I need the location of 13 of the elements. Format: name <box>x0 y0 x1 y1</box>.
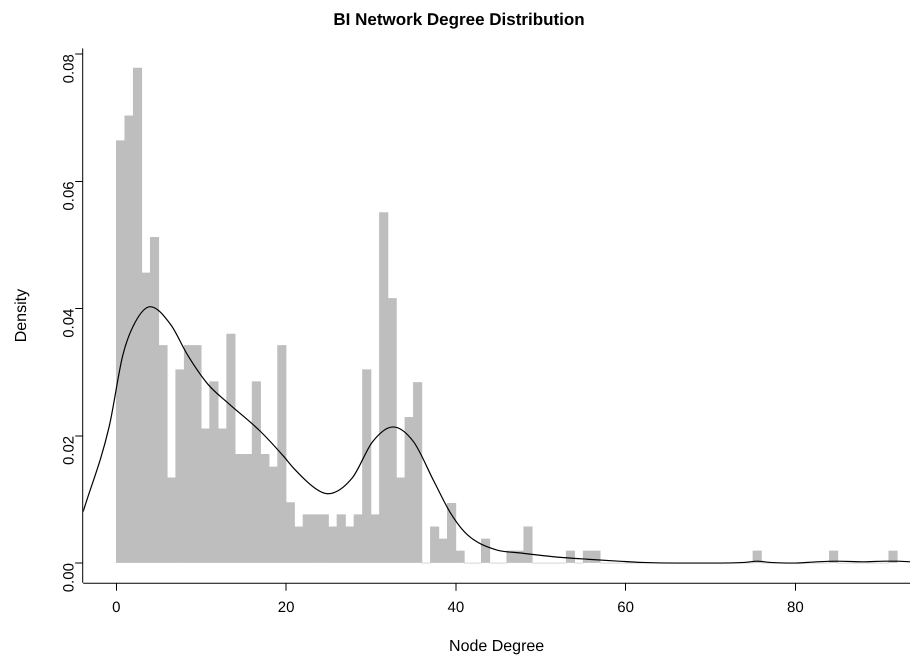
y-tick-label: 0.06 <box>60 181 78 211</box>
y-axis-title: Density <box>13 288 30 342</box>
y-tick-label: 0.00 <box>60 563 78 592</box>
x-tick-label: 40 <box>448 598 464 616</box>
x-tick-label: 0 <box>112 598 120 616</box>
y-tick-label: 0.02 <box>60 436 78 466</box>
x-tick-label: 80 <box>787 598 804 616</box>
y-tick-label: 0.04 <box>60 308 78 338</box>
x-axis-title: Node Degree <box>449 638 544 655</box>
y-tick-label: 0.08 <box>60 54 78 84</box>
chart-title: BI Network Degree Distribution <box>333 10 585 29</box>
x-tick-label: 60 <box>617 598 634 616</box>
x-tick-label: 20 <box>278 598 294 616</box>
